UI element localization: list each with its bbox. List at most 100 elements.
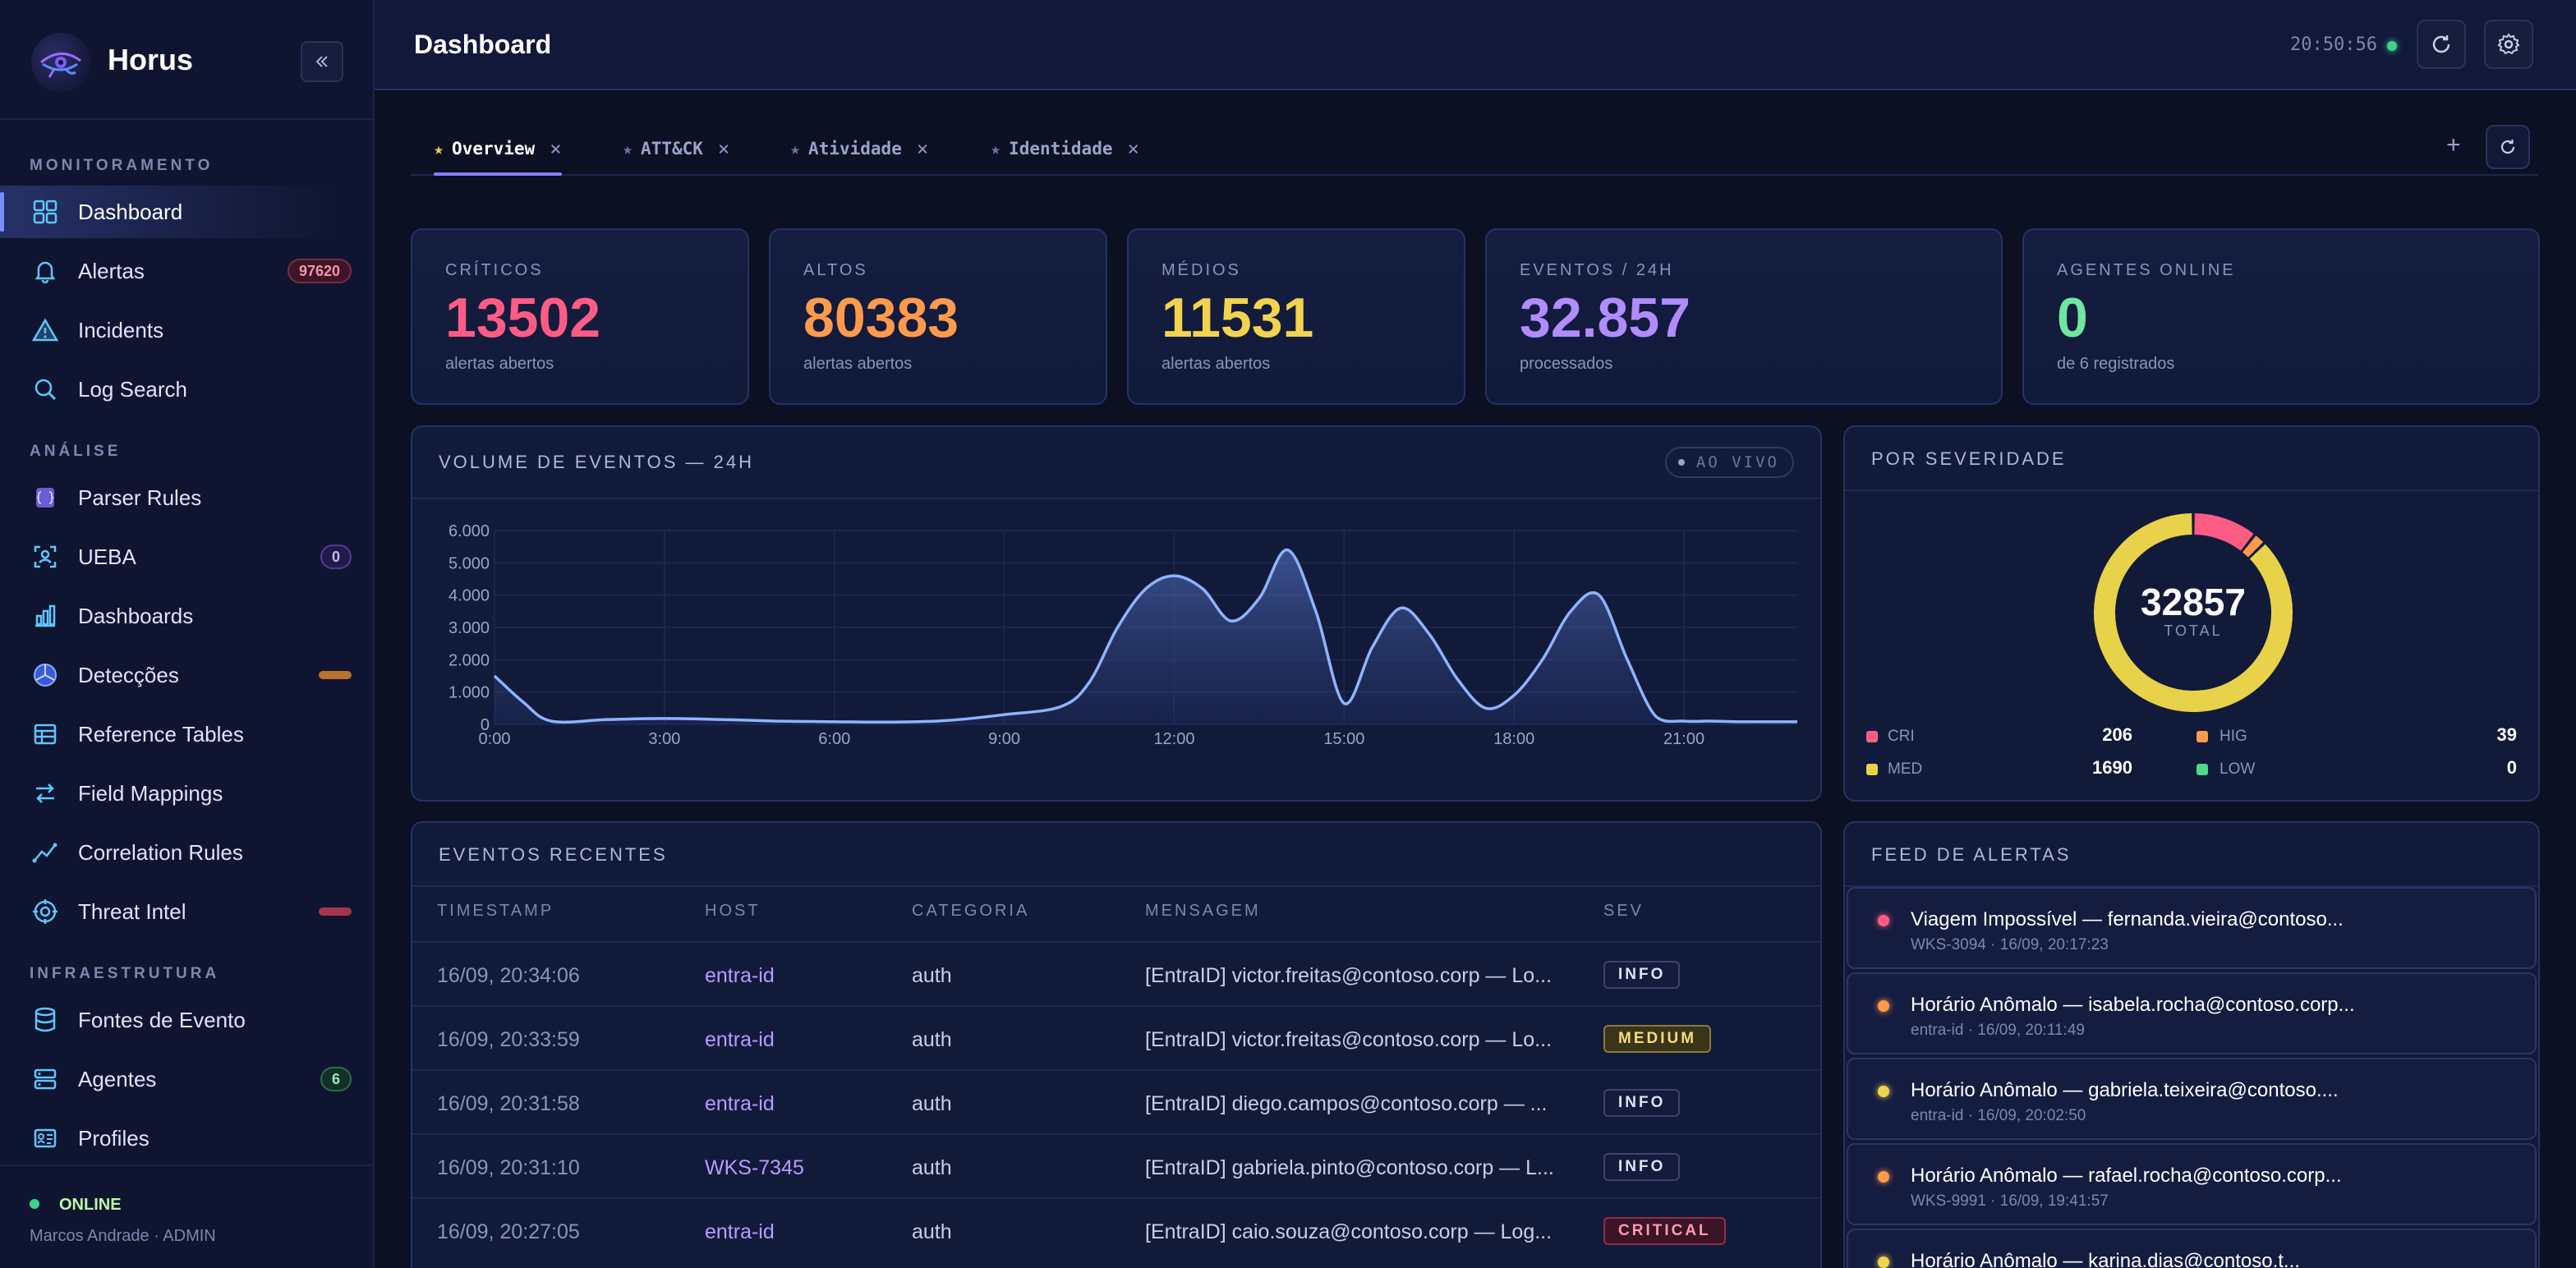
cell-host[interactable]: entra-id: [705, 964, 775, 987]
cell-host[interactable]: entra-id: [705, 1028, 775, 1051]
sidebar-item-field-mappings[interactable]: Field Mappings: [0, 767, 373, 820]
sidebar-item-label: Parser Rules: [78, 485, 202, 510]
close-icon[interactable]: ×: [717, 137, 730, 160]
severity-badge: MEDIUM: [1603, 1025, 1712, 1053]
id-card-icon: [30, 1123, 61, 1154]
kpi-card-eventos[interactable]: EVENTOS / 24H 32.857 processados: [1485, 228, 2003, 405]
panel-divider: [1845, 489, 2538, 491]
sidebar-item-alertas[interactable]: Alertas 97620: [0, 245, 373, 297]
severity-badge: INFO: [1603, 1089, 1681, 1117]
donut-slice-med: [2094, 513, 2293, 712]
refresh-icon: [2432, 35, 2450, 53]
sidebar-item-ueba[interactable]: UEBA 0: [0, 531, 373, 583]
table-row[interactable]: 16/09, 20:27:05 entra-id auth [EntraID] …: [412, 1197, 1820, 1261]
table-row[interactable]: 16/09, 20:34:06 entra-id auth [EntraID] …: [412, 941, 1820, 1005]
live-indicator[interactable]: AO VIVO: [1664, 447, 1794, 478]
y-tick-label: 3.000: [448, 619, 490, 637]
alert-feed-item[interactable]: Horário Anômalo — karina.dias@contoso.t.…: [1847, 1229, 2537, 1268]
alert-feed-item[interactable]: Viagem Impossível — fernanda.vieira@cont…: [1847, 887, 2537, 969]
alert-feed-item[interactable]: Horário Anômalo — gabriela.teixeira@cont…: [1847, 1058, 2537, 1140]
cell-host[interactable]: entra-id: [705, 1092, 775, 1115]
severity-dot: [1878, 1171, 1889, 1183]
alert-feed-item[interactable]: Horário Anômalo — rafael.rocha@contoso.c…: [1847, 1143, 2537, 1225]
recent-events-panel: EVENTOS RECENTES TIMESTAMP HOST CATEGORI…: [411, 821, 1822, 1268]
online-status: ONLINE: [59, 1196, 122, 1214]
kpi-card-agentes[interactable]: AGENTES ONLINE 0 de 6 registrados: [2022, 228, 2540, 405]
severity-badge: INFO: [1603, 1153, 1681, 1181]
cell-host[interactable]: entra-id: [705, 1220, 775, 1243]
sidebar-item-label: Reference Tables: [78, 721, 244, 747]
tab-label: Identidade: [1009, 139, 1113, 158]
refresh-button[interactable]: [2417, 20, 2466, 69]
sidebar-item-label: Dashboards: [78, 603, 194, 628]
cell-categoria: auth: [912, 1028, 952, 1051]
tab-identidade[interactable]: ★ Identidade ×: [991, 123, 1139, 174]
settings-button[interactable]: [2484, 20, 2533, 69]
sidebar-item-deteccoes[interactable]: Detecções: [0, 649, 373, 701]
close-icon[interactable]: ×: [1127, 137, 1139, 160]
column-header-timestamp[interactable]: TIMESTAMP: [437, 902, 554, 920]
tab-overview[interactable]: ★ Overview ×: [434, 123, 562, 176]
volume-panel: VOLUME DE EVENTOS — 24H AO VIVO 0 1.000 2.…: [411, 425, 1822, 802]
panel-divider: [412, 885, 1820, 887]
alert-title: Viagem Impossível — fernanda.vieira@cont…: [1911, 908, 2344, 930]
cell-host[interactable]: WKS-7345: [705, 1156, 804, 1179]
sidebar-item-incidents[interactable]: Incidents: [0, 304, 373, 356]
severity-dot: [1878, 1000, 1889, 1012]
sidebar-item-dashboard[interactable]: Dashboard: [0, 186, 373, 238]
sidebar-item-dashboards[interactable]: Dashboards: [0, 590, 373, 642]
radar-icon: [30, 659, 61, 691]
tab-atividade[interactable]: ★ Atividade ×: [790, 123, 928, 174]
alert-feed-item[interactable]: Horário Anômalo — isabela.rocha@contoso.…: [1847, 972, 2537, 1054]
donut-slice-cri: [2193, 513, 2254, 551]
collapse-sidebar-button[interactable]: [301, 41, 343, 82]
add-tab-button[interactable]: +: [2446, 131, 2461, 158]
donut-slice-hig: [2242, 535, 2264, 558]
y-tick-label: 1.000: [448, 684, 490, 702]
alert-title: Horário Anômalo — gabriela.teixeira@cont…: [1911, 1079, 2339, 1101]
star-icon: ★: [434, 139, 444, 158]
alert-title: Horário Anômalo — rafael.rocha@contoso.c…: [1911, 1165, 2342, 1187]
table-row[interactable]: 16/09, 20:33:59 entra-id auth [EntraID] …: [412, 1005, 1820, 1069]
kpi-sub: processados: [1520, 355, 1613, 373]
kpi-card-medios[interactable]: MÉDIOS 11531 alertas abertos: [1127, 228, 1465, 405]
target-icon: [30, 896, 61, 927]
severity-badge: CRITICAL: [1603, 1217, 1726, 1245]
cell-mensagem: [EntraID] victor.freitas@contoso.corp — …: [1145, 964, 1552, 987]
close-icon[interactable]: ×: [550, 137, 562, 160]
bar-chart-icon: [30, 600, 61, 632]
kpi-value: 13502: [445, 287, 601, 349]
sidebar-item-reference-tables[interactable]: Reference Tables: [0, 708, 373, 760]
sidebar-item-profiles[interactable]: Profiles: [0, 1112, 373, 1165]
sidebar-item-parser-rules[interactable]: Parser Rules: [0, 471, 373, 524]
top-bar: Dashboard 20:50:56: [375, 0, 2576, 90]
column-header-sev[interactable]: SEV: [1603, 902, 1644, 920]
table-icon: [30, 719, 61, 750]
column-header-categoria[interactable]: CATEGORIA: [912, 902, 1030, 920]
tab-bar: ★ Overview × ★ ATT&CK × ★ Atividade × ★ …: [411, 123, 2538, 176]
sidebar-item-log-search[interactable]: Log Search: [0, 363, 373, 416]
table-row[interactable]: 16/09, 20:31:10 WKS-7345 auth [EntraID] …: [412, 1133, 1820, 1197]
star-icon: ★: [991, 139, 1001, 158]
arrows-icon: [30, 778, 61, 809]
sidebar-item-correlation-rules[interactable]: Correlation Rules: [0, 826, 373, 879]
sidebar-item-fontes-de-evento[interactable]: Fontes de Evento: [0, 994, 373, 1046]
sidebar-item-label: Correlation Rules: [78, 839, 243, 865]
x-tick-label: 12:00: [1153, 730, 1194, 748]
column-header-host[interactable]: HOST: [705, 902, 761, 920]
tab-attck[interactable]: ★ ATT&CK ×: [623, 123, 729, 174]
reload-tab-button[interactable]: [2486, 125, 2530, 169]
donut-total-label: TOTAL: [2164, 623, 2223, 639]
close-icon[interactable]: ×: [916, 137, 929, 160]
sidebar-item-agentes[interactable]: Agentes 6: [0, 1053, 373, 1105]
kpi-sub: alertas abertos: [445, 355, 554, 373]
table-row[interactable]: 16/09, 20:31:58 entra-id auth [EntraID] …: [412, 1069, 1820, 1133]
kpi-card-criticos[interactable]: CRÍTICOS 13502 alertas abertos: [411, 228, 749, 405]
live-status-dot: [2387, 41, 2397, 51]
sidebar-item-threat-intel[interactable]: Threat Intel: [0, 885, 373, 938]
y-tick-label: 4.000: [448, 587, 490, 605]
column-header-mensagem[interactable]: MENSAGEM: [1145, 902, 1261, 920]
cell-timestamp: 16/09, 20:31:10: [437, 1156, 580, 1179]
sidebar-footer: ONLINE Marcos Andrade · ADMIN: [0, 1165, 373, 1268]
kpi-card-altos[interactable]: ALTOS 80383 alertas abertos: [769, 228, 1107, 405]
